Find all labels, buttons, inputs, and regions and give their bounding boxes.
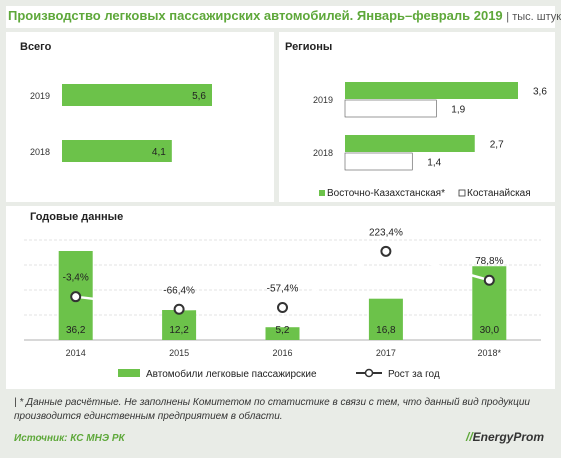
source-label: Источник: КС МНЭ РК (14, 433, 125, 444)
growth-label: 78,8% (475, 256, 503, 267)
regions-bar-east (345, 82, 518, 99)
annual-bar-label: 5,2 (276, 325, 290, 336)
annual-bar-label: 16,8 (376, 325, 396, 336)
annual-bar-label: 12,2 (169, 325, 189, 336)
growth-line (75, 249, 490, 311)
annual-chart: Годовые данные 36,2 2014 12,2 2015 5,2 2016 16,… (24, 211, 541, 380)
regions-value-east: 3,6 (533, 87, 547, 98)
total-value-label: 5,6 (192, 91, 206, 102)
annual-year-label: 2014 (66, 348, 86, 358)
regions-value-kostanay: 1,4 (427, 158, 441, 169)
legend-label-east: Восточно-Казахстанская* (327, 188, 445, 199)
total-title: Всего (20, 41, 52, 53)
logo-text: EnergyProm (472, 430, 545, 444)
unit-label: | тыс. штук (506, 11, 561, 23)
regions-title: Регионы (285, 41, 332, 53)
total-year-label: 2018 (30, 147, 50, 157)
title-bar (6, 6, 555, 28)
annual-bar-label: 36,2 (66, 325, 86, 336)
growth-label: 223,4% (369, 227, 403, 238)
regions-value-kostanay: 1,9 (451, 105, 465, 116)
total-bar (62, 140, 172, 162)
footnote: | * Данные расчётные. Не заполнены Комит… (14, 397, 530, 422)
total-value-label: 4,1 (152, 147, 166, 158)
regions-bar-kostanay (344, 152, 413, 171)
annual-year-label: 2017 (376, 348, 396, 358)
annual-bar (368, 298, 403, 340)
panel-total: Всего 2019 5,6 2018 4,1 (6, 32, 274, 202)
energyprom-logo: //EnergyProm (466, 430, 544, 444)
annual-bar (162, 310, 197, 340)
annual-title: Годовые данные (30, 211, 123, 223)
total-bar (62, 84, 212, 106)
regions-bar-east (345, 135, 475, 152)
title-text: Производство легковых пассажирских автом… (8, 8, 503, 23)
growth-point (483, 274, 495, 286)
growth-point (277, 301, 288, 313)
regions-year-label: 2018 (313, 148, 333, 158)
regions-chart: Регионы 2019 3,6 1,9 2018 2,7 1,4 Восточно-Каза… (285, 41, 547, 199)
annual-bar (265, 327, 300, 340)
annual-year-label: 2015 (169, 348, 189, 358)
regions-bar-kostanay (344, 99, 437, 118)
logo-mark: // (466, 430, 473, 444)
growth-point (380, 245, 392, 257)
legend-label-growth: Рост за год (388, 369, 440, 380)
total-year-label: 2019 (30, 91, 50, 101)
legend-marker-growth (364, 368, 374, 378)
growth-label: -3,4% (63, 273, 89, 284)
growth-point (70, 291, 82, 303)
growth-point (173, 303, 185, 315)
panel-annual: Годовые данные 36,2 2014 12,2 2015 5,2 2016 16,… (6, 206, 555, 389)
annual-year-label: 2018* (478, 348, 502, 358)
regions-value-east: 2,7 (490, 140, 504, 151)
annual-year-label: 2016 (272, 348, 292, 358)
regions-year-label: 2019 (313, 95, 333, 105)
growth-label: -66,4% (163, 285, 195, 296)
growth-label: -57,4% (267, 283, 299, 294)
legend-swatch-kostanay (458, 189, 466, 197)
total-chart: Всего 2019 5,6 2018 4,1 (20, 41, 212, 162)
legend-label-kostanay: Костанайская (467, 188, 531, 199)
annual-bar-label: 30,0 (480, 325, 500, 336)
legend-swatch-east (319, 190, 325, 196)
legend-label-cars: Автомобили легковые пассажирские (146, 368, 317, 380)
legend-swatch-cars (118, 369, 140, 377)
page-title: Производство легковых пассажирских автом… (8, 8, 561, 23)
panel-regions: Регионы 2019 3,6 1,9 2018 2,7 1,4 Восточно-Каза… (279, 32, 555, 202)
